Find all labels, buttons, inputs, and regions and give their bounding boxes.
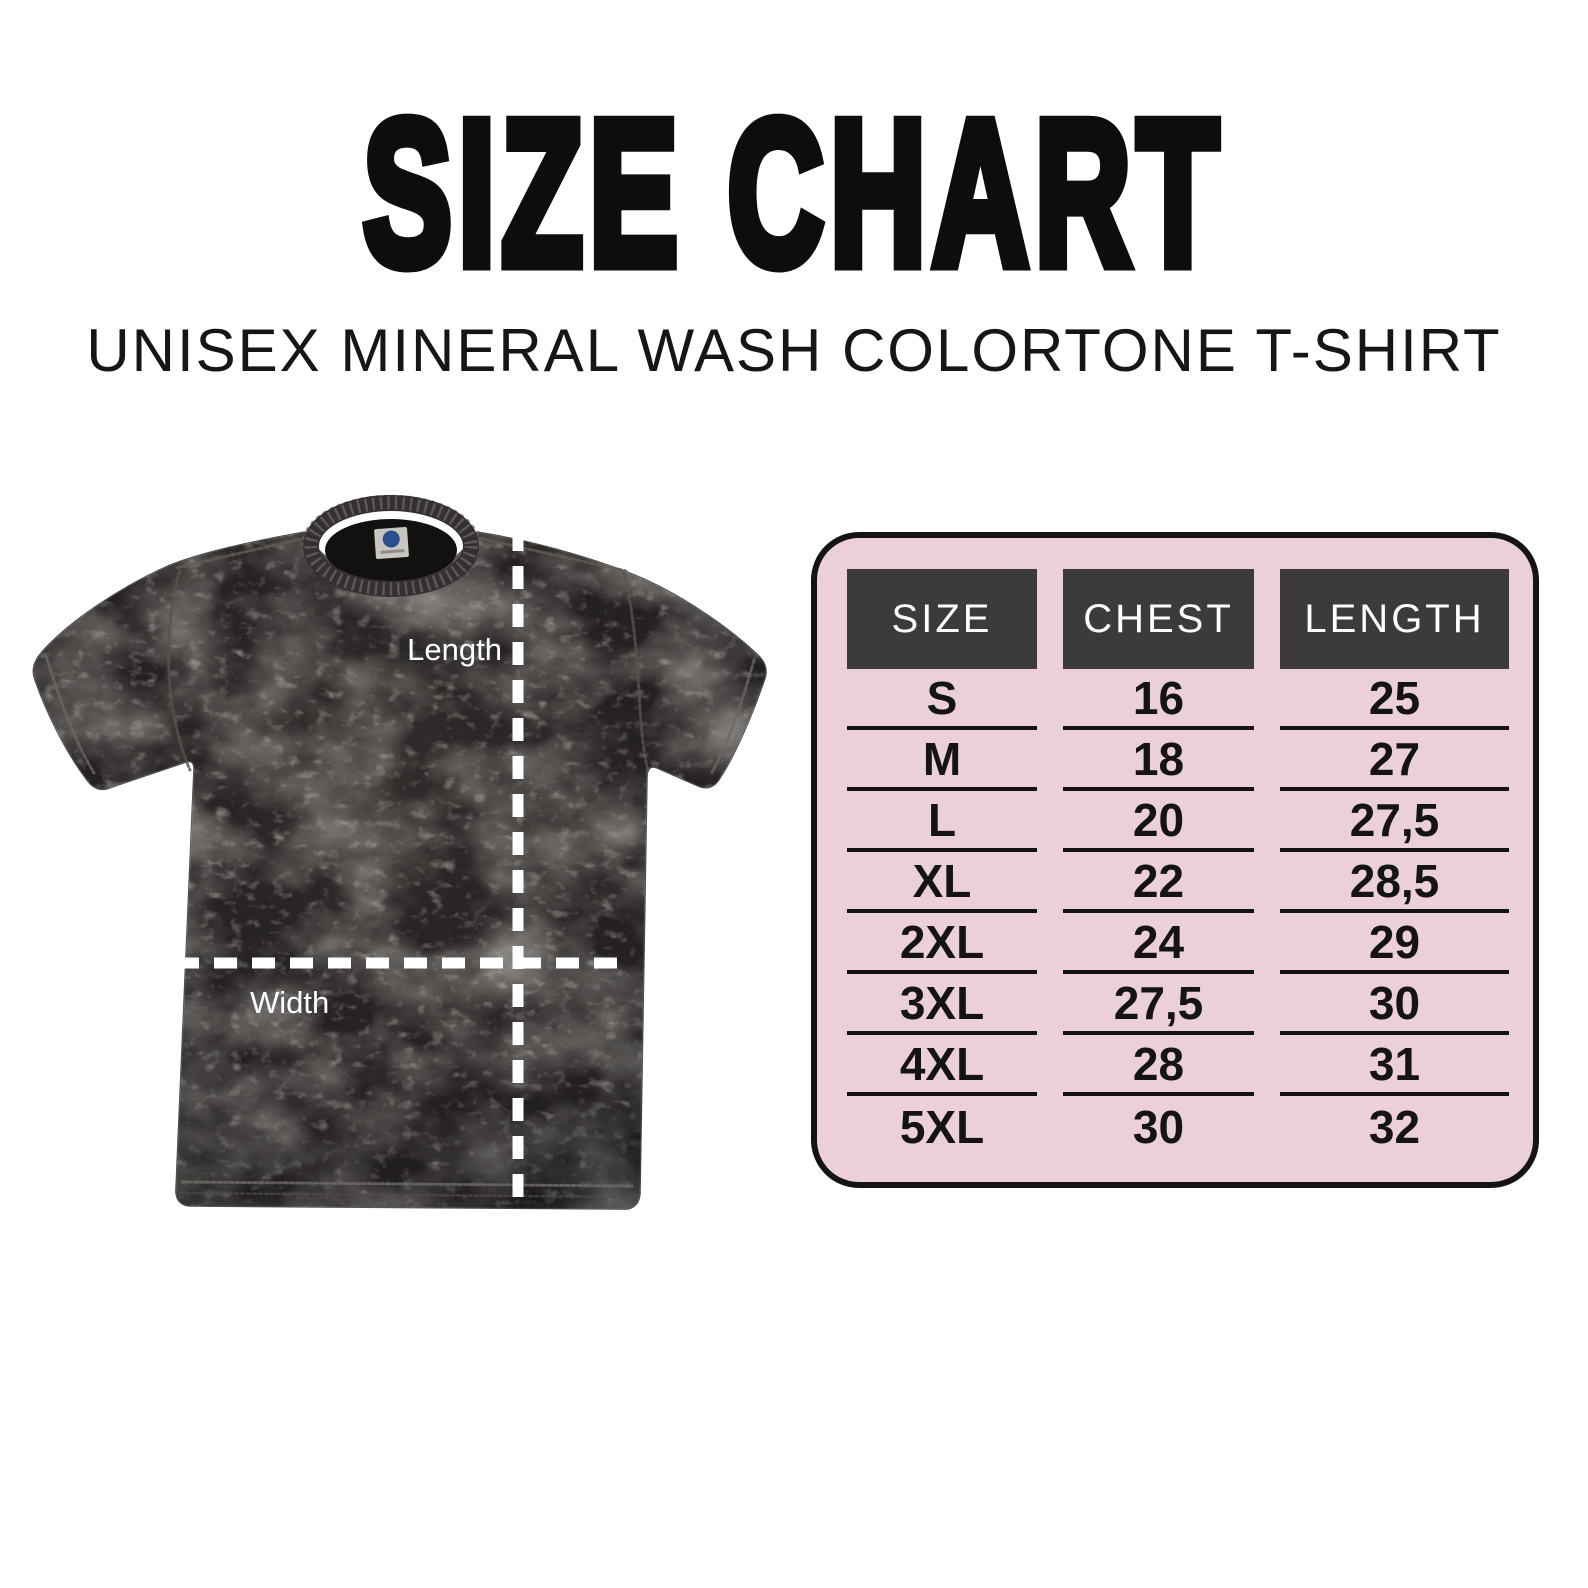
cell-chest: 20	[1063, 791, 1254, 852]
column-header-size: SIZE	[847, 569, 1037, 669]
collar	[301, 494, 481, 597]
cell-chest: 27,5	[1063, 974, 1254, 1035]
cell-chest: 22	[1063, 852, 1254, 913]
page-title: SIZE CHART	[359, 78, 1225, 308]
cell-chest: 24	[1063, 913, 1254, 974]
table-row: 3XL 27,5 30	[847, 974, 1533, 1035]
cell-size: 4XL	[847, 1035, 1037, 1096]
cell-size: 3XL	[847, 974, 1037, 1035]
size-table-header-row: SIZE CHEST LENGTH	[847, 569, 1533, 669]
cell-length: 32	[1368, 1100, 1421, 1153]
tshirt-graphic: Length Width	[32, 494, 767, 1210]
size-table: SIZE CHEST LENGTH S 16 25 M 18 27 L 20 2…	[817, 538, 1533, 1182]
size-table-panel: SIZE CHEST LENGTH S 16 25 M 18 27 L 20 2…	[811, 532, 1539, 1188]
table-row: 4XL 28 31	[847, 1035, 1533, 1096]
neck-label	[374, 527, 409, 560]
tshirt-measurement-diagram: Length Width	[30, 440, 790, 1220]
cell-size: M	[847, 730, 1037, 791]
table-row: 5XL 30 32	[847, 1096, 1533, 1157]
cell-size: 2XL	[847, 913, 1037, 974]
cell-length: 28,5	[1280, 852, 1509, 913]
cell-length: 29	[1280, 913, 1509, 974]
cell-size: 5XL	[899, 1100, 985, 1153]
stitch-seams	[44, 535, 756, 1199]
cell-length: 27,5	[1280, 791, 1509, 852]
table-row: 2XL 24 29	[847, 913, 1533, 974]
column-header-chest: CHEST	[1063, 569, 1254, 669]
length-label: Length	[407, 632, 502, 667]
cell-chest: 30	[1132, 1100, 1185, 1153]
table-row: S 16 25	[847, 669, 1533, 730]
table-row: XL 22 28,5	[847, 852, 1533, 913]
cell-length: 25	[1280, 669, 1509, 730]
table-row: M 18 27	[847, 730, 1533, 791]
column-header-length: LENGTH	[1280, 569, 1509, 669]
cell-chest: 28	[1063, 1035, 1254, 1096]
cell-size: XL	[847, 852, 1037, 913]
cell-size: S	[847, 669, 1037, 730]
cell-length: 30	[1280, 974, 1509, 1035]
cell-size: L	[847, 791, 1037, 852]
width-label: Width	[250, 985, 329, 1020]
cell-chest: 16	[1063, 669, 1254, 730]
cell-length: 31	[1280, 1035, 1509, 1096]
cell-chest: 18	[1063, 730, 1254, 791]
page-subtitle: UNISEX MINERAL WASH COLORTONE T-SHIRT	[86, 317, 1502, 384]
table-row: L 20 27,5	[847, 791, 1533, 852]
brand-logo-icon	[382, 530, 400, 548]
cell-length: 27	[1280, 730, 1509, 791]
